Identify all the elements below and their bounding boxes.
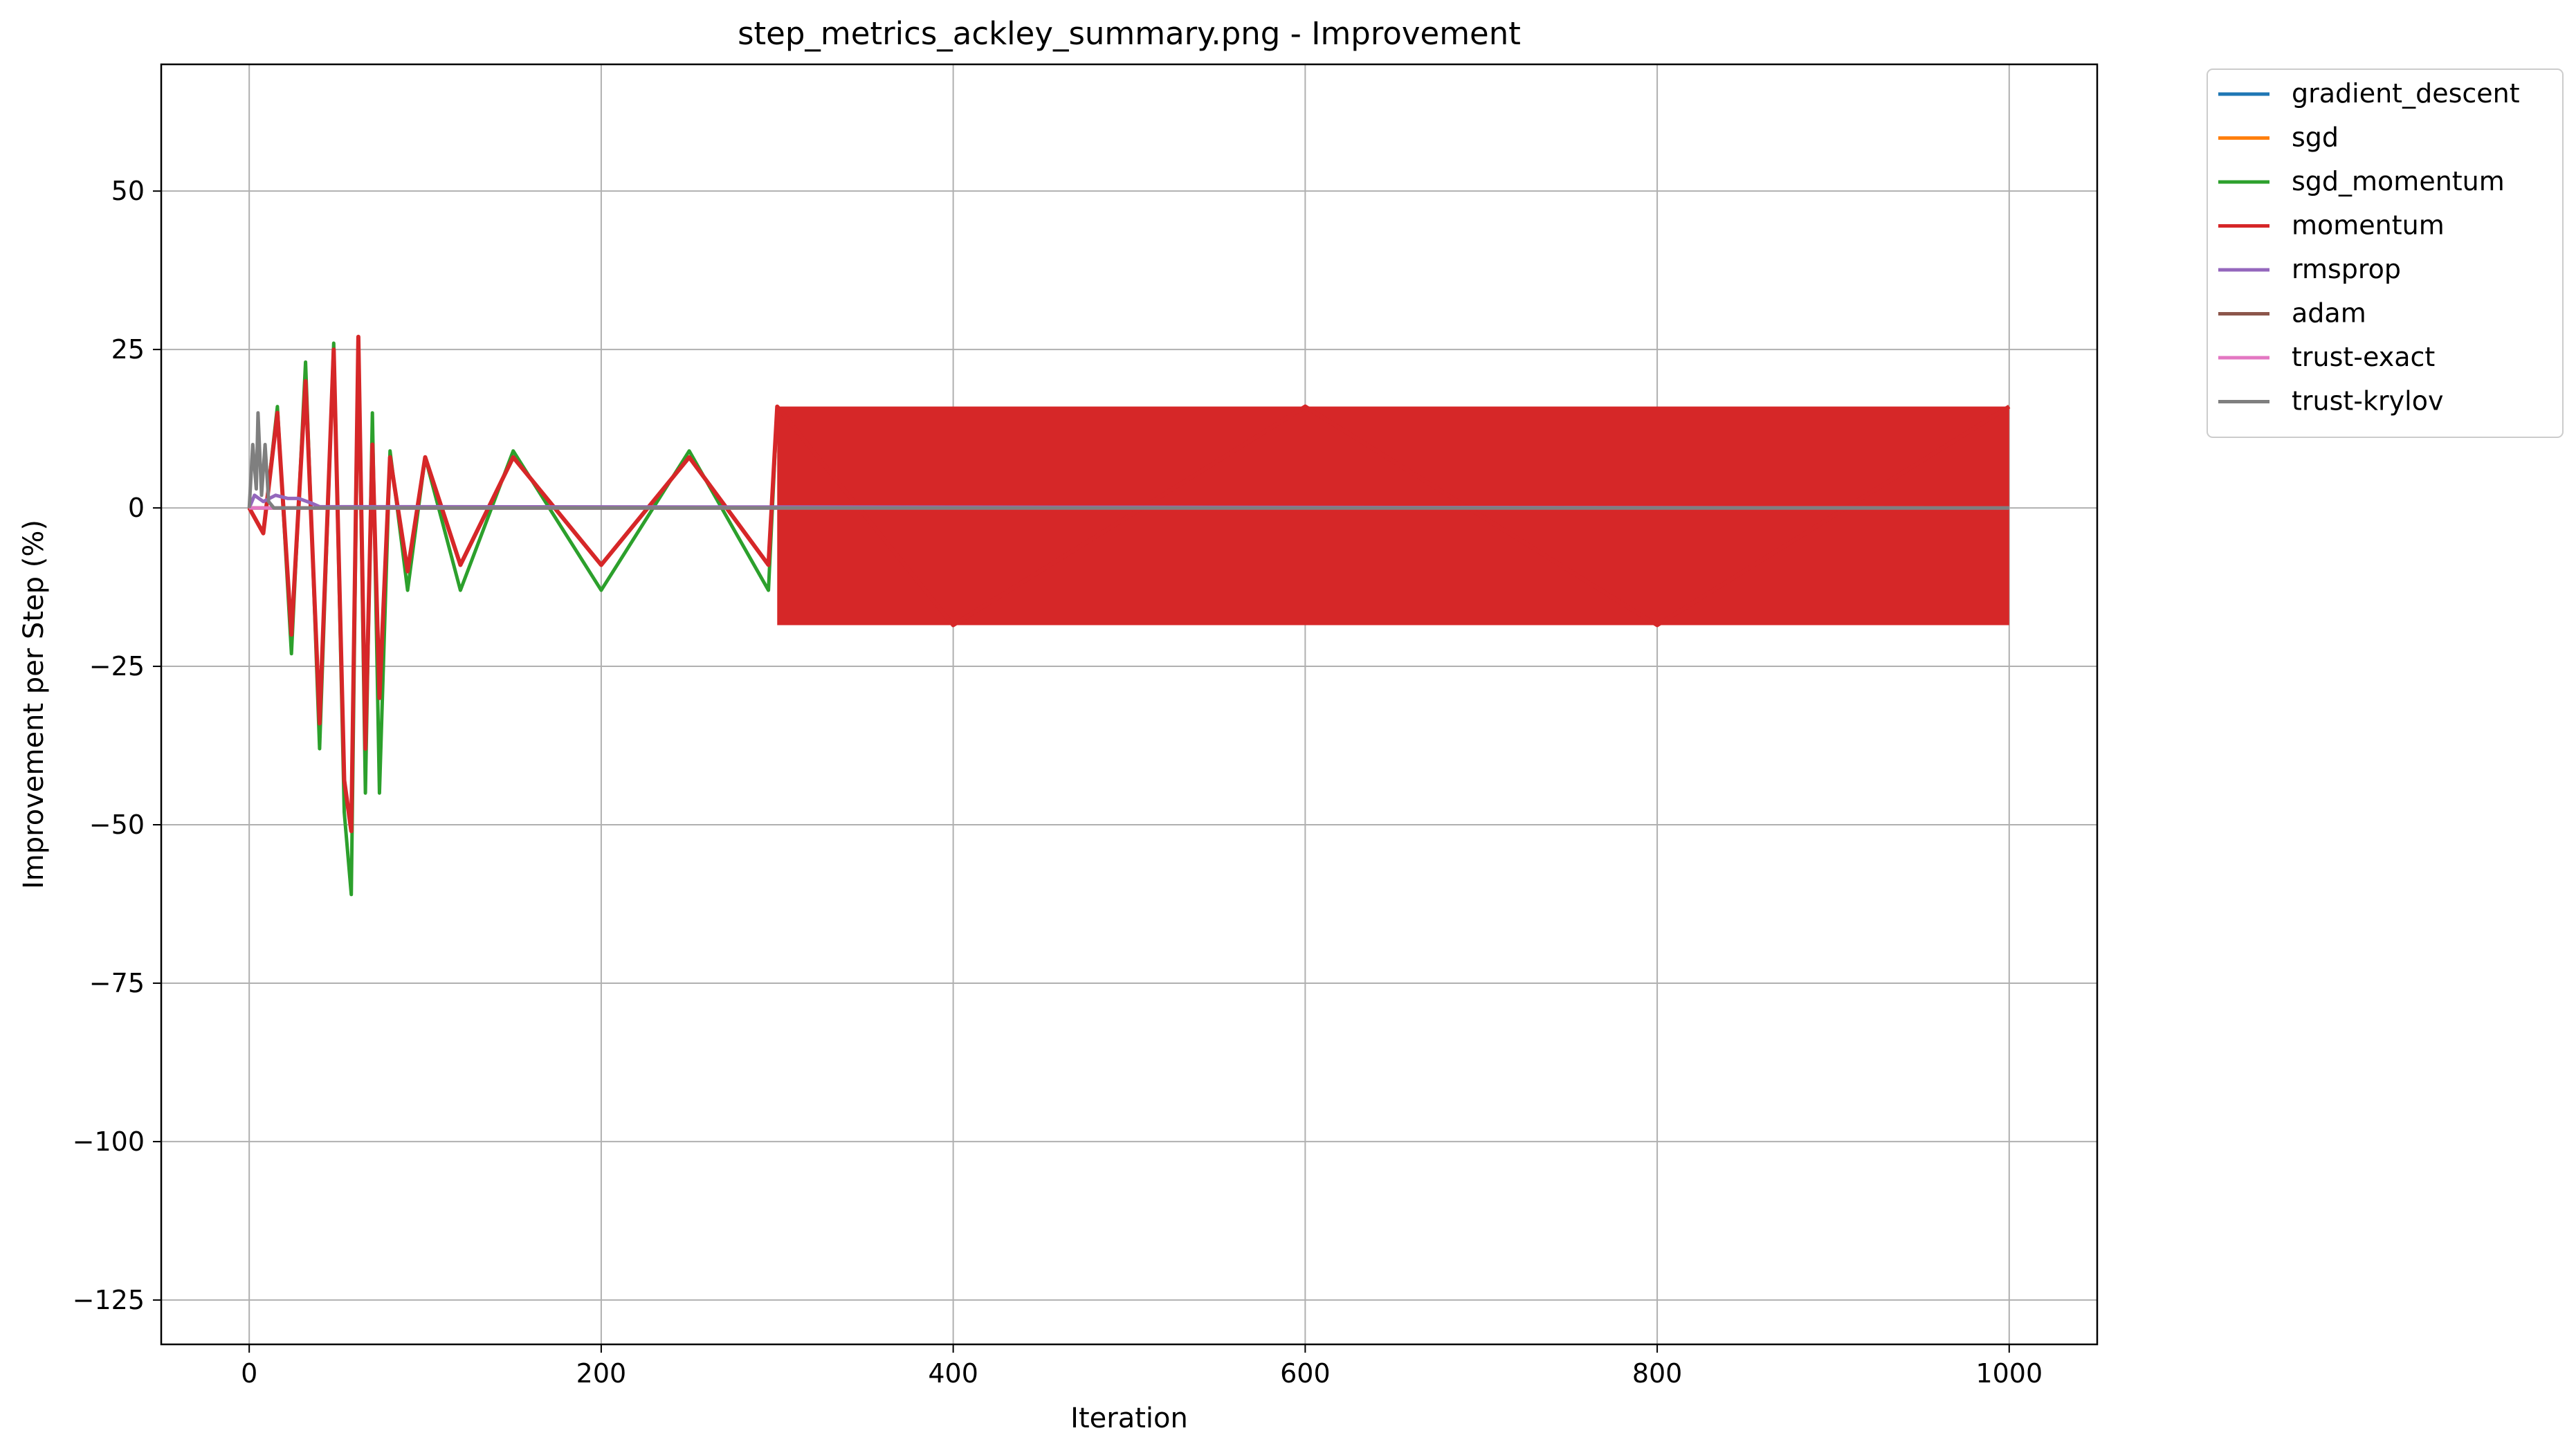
legend-box [2207,68,2564,438]
x-tick-label: 0 [241,1358,257,1389]
series-trust-krylov [247,411,2009,510]
y-tick-label: −125 [73,1285,145,1315]
legend-label: rmsprop [2292,254,2401,284]
legend-item: gradient_descent [2218,78,2520,109]
x-tick-label: 800 [1632,1358,1683,1389]
chart-title: step_metrics_ackley_summary.png - Improv… [738,15,1521,52]
x-tick-label: 400 [928,1358,978,1389]
y-tick-label: 50 [111,176,145,206]
x-ticks: 0 200 400 600 800 1000 [241,1344,2043,1389]
legend-label: trust-exact [2292,342,2435,372]
series-momentum [247,334,2011,834]
y-tick-label: −100 [73,1126,145,1157]
y-ticks: 50 25 0 −25 −50 −75 −100 −125 [73,176,161,1315]
plot-frame [160,63,2099,1346]
legend-label: momentum [2292,210,2445,241]
legend-label: trust-krylov [2292,386,2443,417]
series-rmsprop [247,493,2009,510]
legend-item: sgd [2218,122,2339,153]
legend-label: adam [2292,298,2366,329]
legend-item: rmsprop [2218,254,2401,284]
legend-item: trust-krylov [2218,386,2443,417]
y-axis-label: Improvement per Step (%) [18,520,50,889]
legend-item: adam [2218,298,2366,329]
x-tick-label: 600 [1280,1358,1331,1389]
line-momentum [247,334,2011,834]
y-tick-label: 0 [128,493,145,523]
y-tick-label: −75 [89,968,145,998]
y-tick-label: −50 [89,810,145,840]
x-tick-label: 1000 [1975,1358,2043,1389]
legend-label: sgd [2292,122,2339,153]
x-axis-label: Iteration [1070,1402,1188,1434]
y-tick-label: 25 [111,334,145,365]
legend-item: trust-exact [2218,342,2435,372]
legend-item: momentum [2218,210,2445,241]
grid [161,64,2097,1344]
series-layer [247,334,2011,897]
x-tick-label: 200 [576,1358,627,1389]
oscillation-band-momentum [777,406,2009,625]
legend-item: sgd_momentum [2218,166,2505,197]
line-rmsprop [247,493,2009,510]
y-tick-label: −25 [89,651,145,682]
legend-label: gradient_descent [2292,78,2520,109]
legend-label: sgd_momentum [2292,166,2505,197]
line-trust-krylov [247,411,2009,510]
